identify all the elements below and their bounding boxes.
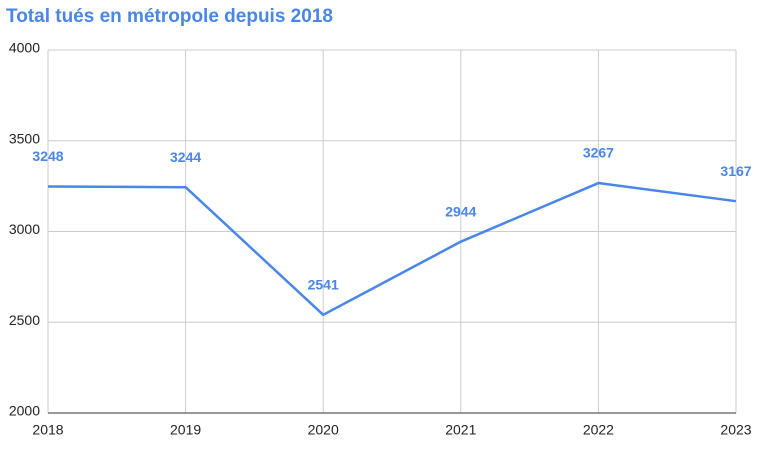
- y-tick-label: 2000: [9, 403, 40, 419]
- x-tick-label: 2021: [445, 422, 476, 438]
- data-label: 3267: [583, 145, 614, 161]
- y-tick-label: 4000: [9, 40, 40, 56]
- data-label: 3248: [32, 148, 63, 164]
- chart-title: Total tués en métropole depuis 2018: [6, 6, 333, 27]
- line: [47, 181, 737, 317]
- x-tick-label: 2018: [32, 422, 63, 438]
- x-tick-label: 2022: [583, 422, 614, 438]
- data-label: 3167: [720, 163, 751, 179]
- x-tick-label: 2023: [720, 422, 751, 438]
- data-label: 2541: [308, 277, 339, 293]
- data-label: 3244: [170, 149, 201, 165]
- y-tick-label: 2500: [9, 312, 40, 328]
- y-tick-label: 3000: [9, 221, 40, 237]
- data-label: 2944: [445, 203, 476, 219]
- x-tick-label: 2019: [170, 422, 201, 438]
- x-tick-label: 2020: [308, 422, 339, 438]
- y-tick-label: 3500: [9, 130, 40, 146]
